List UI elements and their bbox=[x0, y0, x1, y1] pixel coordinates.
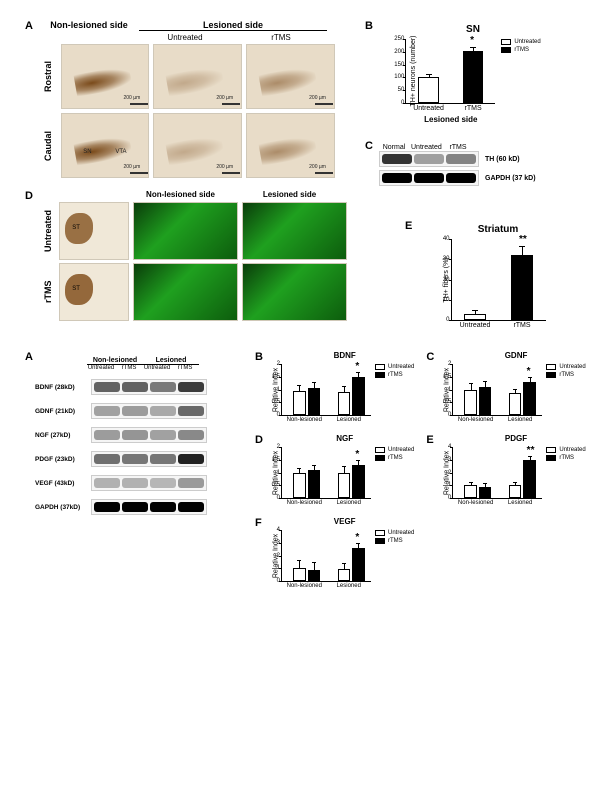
grouped-bar-chart: 01234Non-lesioned**LesionedRelative Inde… bbox=[452, 447, 542, 499]
micrograph: 200 µm bbox=[246, 113, 335, 178]
fig2-panel-a: A Non-lesionedLesionedUntreatedrTMSUntre… bbox=[25, 351, 245, 518]
chart-legend: UntreatedrTMS bbox=[375, 364, 414, 378]
panel-label: F bbox=[255, 517, 262, 529]
micrograph: SNVTA200 µm bbox=[61, 113, 150, 178]
fig1-panel-a: A Non-lesioned side Lesioned side Untrea… bbox=[25, 20, 335, 178]
fluorescence-image bbox=[133, 202, 238, 260]
fig2-charts: B BDNF 00.511.52Non-lesioned*LesionedRelat… bbox=[255, 351, 570, 582]
chart-title: PDGF bbox=[446, 434, 585, 443]
panel-label: C bbox=[426, 351, 434, 363]
chart-legend: UntreatedrTMS bbox=[546, 364, 585, 378]
panel-label-c: C bbox=[365, 140, 373, 152]
chart-title-striatum: Striatum bbox=[478, 224, 519, 235]
panel-label-2a: A bbox=[25, 351, 33, 363]
row-label: Caudal bbox=[43, 113, 57, 178]
chart-title: VEGF bbox=[275, 517, 414, 526]
grouped-bar-chart: 00.511.52Non-lesioned*LesionedRelative I… bbox=[452, 364, 542, 416]
chart-title: NGF bbox=[275, 434, 414, 443]
bar-chart-striatum: 010203040UntreatedrTMS**TH+ fibers (%) bbox=[451, 239, 546, 321]
header-nonlesioned: Non-lesioned side bbox=[43, 20, 135, 31]
fig2-panel-c: C GDNF 00.511.52Non-lesioned*LesionedRelat… bbox=[426, 351, 585, 416]
fluorescence-image bbox=[133, 263, 238, 321]
fig1-panel-b: B SN 050100150200250UntreatedrTMS*TH+ ne… bbox=[365, 20, 565, 104]
fig2-panel-f: F VEGF 01234Non-lesioned*LesionedRelative … bbox=[255, 517, 414, 582]
panel-label: D bbox=[255, 434, 263, 446]
panel-label-b: B bbox=[365, 20, 373, 32]
panel-label: B bbox=[255, 351, 263, 363]
panel-label: E bbox=[426, 434, 433, 446]
fig2-panel-d: D NGF 00.511.52Non-lesioned*LesionedRelati… bbox=[255, 434, 414, 499]
bar-chart-sn: 050100150200250UntreatedrTMS*TH+ neurons… bbox=[405, 39, 495, 104]
grouped-bar-chart: 00.511.52Non-lesioned*LesionedRelative I… bbox=[281, 447, 371, 499]
grouped-bar-chart: 00.511.52Non-lesioned*LesionedRelative I… bbox=[281, 364, 371, 416]
micrograph: 200 µm bbox=[61, 44, 150, 109]
fluorescence-image bbox=[242, 263, 347, 321]
chart-title: GDNF bbox=[446, 351, 585, 360]
fig1-panel-c: C NormalUntreatedrTMSTH (60 kD)GAPDH (37… bbox=[365, 140, 580, 189]
micrograph: 200 µm bbox=[153, 113, 242, 178]
chart-legend: UntreatedrTMS bbox=[501, 39, 540, 53]
chart-legend: UntreatedrTMS bbox=[375, 530, 414, 544]
chart-title: BDNF bbox=[275, 351, 414, 360]
micrograph: 200 µm bbox=[246, 44, 335, 109]
header-lesioned: Lesioned side bbox=[139, 20, 327, 31]
chart-title-sn: SN bbox=[466, 24, 480, 35]
panel-label-d: D bbox=[25, 190, 33, 202]
figure-2: A Non-lesionedLesionedUntreatedrTMSUntre… bbox=[25, 351, 570, 582]
fig2-panel-e: E PDGF 01234Non-lesioned**LesionedRelative… bbox=[426, 434, 585, 499]
row-label: Rostral bbox=[43, 44, 57, 109]
fig2-panel-b: B BDNF 00.511.52Non-lesioned*LesionedRelat… bbox=[255, 351, 414, 416]
chart-legend: UntreatedrTMS bbox=[375, 447, 414, 461]
micrograph: 200 µm bbox=[153, 44, 242, 109]
col-rtms: rTMS bbox=[235, 33, 327, 42]
micrograph-grid: Rostral200 µm200 µm200 µmCaudalSNVTA200 … bbox=[43, 44, 335, 178]
western-blot-growth-factors: Non-lesionedLesionedUntreatedrTMSUntreat… bbox=[35, 357, 245, 515]
grouped-bar-chart: 01234Non-lesioned*LesionedRelative Index bbox=[281, 530, 371, 582]
western-blot-th: NormalUntreatedrTMSTH (60 kD)GAPDH (37 k… bbox=[379, 144, 580, 186]
fig1-panel-e: E Striatum 010203040UntreatedrTMS**TH+ f… bbox=[405, 220, 575, 321]
fluorescence-image bbox=[242, 202, 347, 260]
striatum-image-grid: Non-lesioned sideLesioned sideUntreatedS… bbox=[43, 190, 375, 321]
fig1-panel-d: D Non-lesioned sideLesioned sideUntreate… bbox=[25, 190, 375, 321]
figure-1: A Non-lesioned side Lesioned side Untrea… bbox=[25, 20, 570, 321]
panel-label-a: A bbox=[25, 20, 33, 32]
chart-legend: UntreatedrTMS bbox=[546, 447, 585, 461]
panel-label-e: E bbox=[405, 220, 412, 232]
col-untreated: Untreated bbox=[139, 33, 231, 42]
